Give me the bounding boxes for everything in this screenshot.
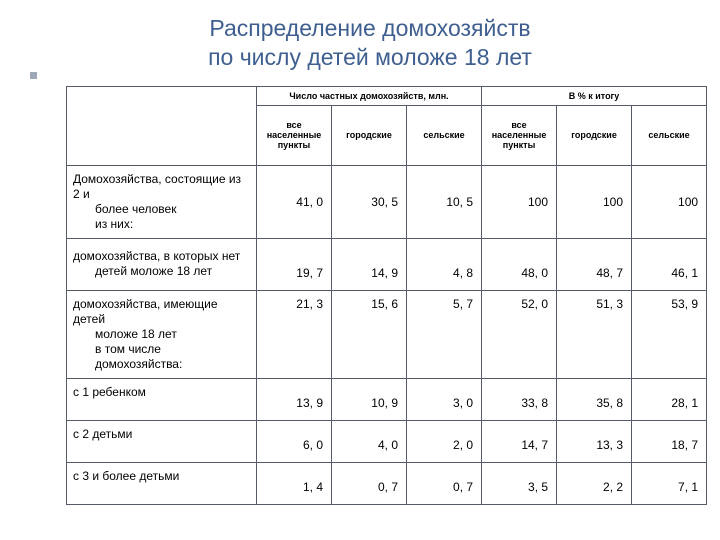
- row-label: домохозяйства, в которых нет детей молож…: [67, 238, 257, 290]
- row-label: с 2 детьми: [67, 420, 257, 462]
- cell: 0, 7: [332, 462, 407, 504]
- cell: 5, 7: [407, 290, 482, 378]
- title-line-1: Распределение домохозяйств: [209, 15, 530, 41]
- cell: 6, 0: [257, 420, 332, 462]
- table-row: домохозяйства, имеющие детей моложе 18 л…: [67, 290, 707, 378]
- subheader-rural: сельские: [407, 105, 482, 165]
- row-label-l1: Домохозяйства, состоящие из 2 и: [73, 172, 241, 201]
- cell: 14, 9: [332, 238, 407, 290]
- subheader-urban-2: городские: [557, 105, 632, 165]
- row-label: с 3 и более детьми: [67, 462, 257, 504]
- row-label-l3: из них:: [73, 217, 133, 232]
- table-row: с 1 ребенком 13, 9 10, 9 3, 0 33, 8 35, …: [67, 378, 707, 420]
- cell: 46, 1: [632, 238, 707, 290]
- header-group-left: Число частных домохозяйств, млн.: [257, 86, 482, 105]
- cell: 10, 9: [332, 378, 407, 420]
- cell: 52, 0: [482, 290, 557, 378]
- cell: 35, 8: [557, 378, 632, 420]
- cell: 100: [482, 165, 557, 238]
- cell: 0, 7: [407, 462, 482, 504]
- header-group-right: В % к итогу: [482, 86, 707, 105]
- cell: 48, 7: [557, 238, 632, 290]
- cell: 1, 4: [257, 462, 332, 504]
- row-label-l1: домохозяйства, в которых нет: [73, 249, 240, 263]
- table-corner: [67, 86, 257, 165]
- title-line-2: по числу детей моложе 18 лет: [208, 44, 532, 70]
- row-label-l2: моложе 18 лет: [73, 327, 177, 342]
- cell: 4, 0: [332, 420, 407, 462]
- cell: 3, 5: [482, 462, 557, 504]
- cell: 30, 5: [332, 165, 407, 238]
- cell: 14, 7: [482, 420, 557, 462]
- cell: 10, 5: [407, 165, 482, 238]
- subheader-urban: городские: [332, 105, 407, 165]
- cell: 18, 7: [632, 420, 707, 462]
- row-label-l2: детей моложе 18 лет: [73, 264, 212, 279]
- table-header-group-row: Число частных домохозяйств, млн. В % к и…: [67, 86, 707, 105]
- cell: 15, 6: [332, 290, 407, 378]
- households-table: Число частных домохозяйств, млн. В % к и…: [66, 86, 707, 505]
- cell: 21, 3: [257, 290, 332, 378]
- cell: 48, 0: [482, 238, 557, 290]
- cell: 13, 9: [257, 378, 332, 420]
- table-row: с 3 и более детьми 1, 4 0, 7 0, 7 3, 5 2…: [67, 462, 707, 504]
- subheader-all-2: все населенные пункты: [482, 105, 557, 165]
- row-label: домохозяйства, имеющие детей моложе 18 л…: [67, 290, 257, 378]
- row-label-l3: в том числе домохозяйства:: [73, 342, 250, 372]
- cell: 51, 3: [557, 290, 632, 378]
- slide-title: Распределение домохозяйств по числу дете…: [48, 14, 692, 72]
- row-label-l1: домохозяйства, имеющие детей: [73, 297, 218, 326]
- cell: 28, 1: [632, 378, 707, 420]
- cell: 41, 0: [257, 165, 332, 238]
- row-label: с 1 ребенком: [67, 378, 257, 420]
- subheader-all: все населенные пункты: [257, 105, 332, 165]
- table-row: с 2 детьми 6, 0 4, 0 2, 0 14, 7 13, 3 18…: [67, 420, 707, 462]
- cell: 100: [557, 165, 632, 238]
- table-row: Домохозяйства, состоящие из 2 и более че…: [67, 165, 707, 238]
- cell: 19, 7: [257, 238, 332, 290]
- cell: 2, 2: [557, 462, 632, 504]
- cell: 33, 8: [482, 378, 557, 420]
- cell: 53, 9: [632, 290, 707, 378]
- row-label: Домохозяйства, состоящие из 2 и более че…: [67, 165, 257, 238]
- cell: 7, 1: [632, 462, 707, 504]
- row-label-l2: более человек: [73, 202, 176, 217]
- cell: 4, 8: [407, 238, 482, 290]
- cell: 13, 3: [557, 420, 632, 462]
- bullet-square: [30, 72, 37, 79]
- cell: 3, 0: [407, 378, 482, 420]
- subheader-rural-2: сельские: [632, 105, 707, 165]
- cell: 100: [632, 165, 707, 238]
- cell: 2, 0: [407, 420, 482, 462]
- table-row: домохозяйства, в которых нет детей молож…: [67, 238, 707, 290]
